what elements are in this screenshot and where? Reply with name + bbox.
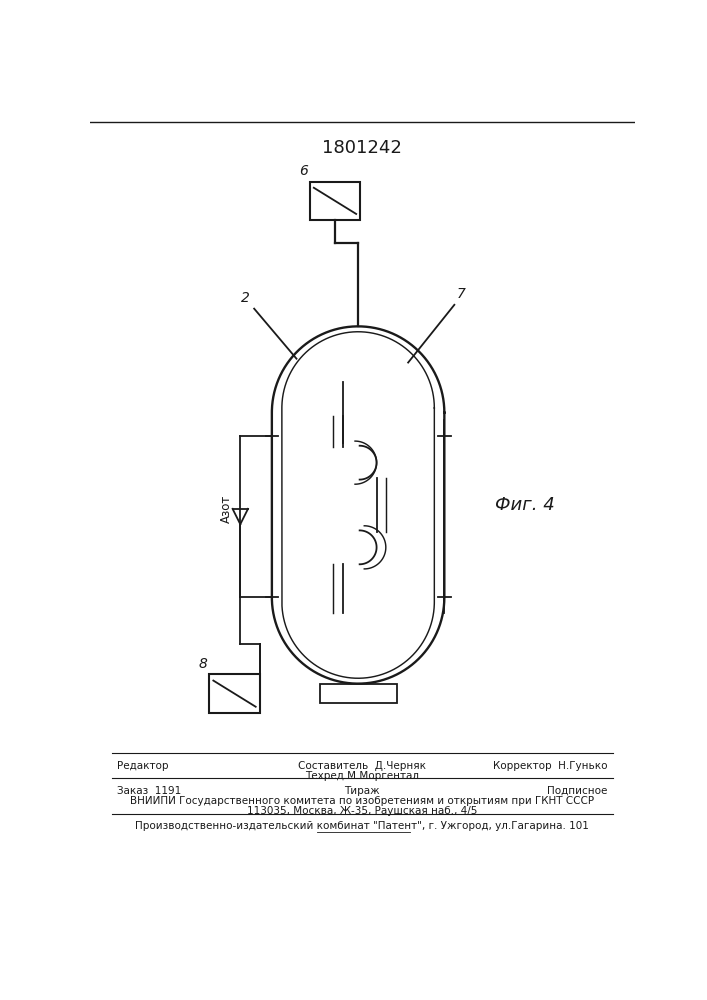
Bar — [209, 674, 259, 713]
Bar — [310, 182, 360, 220]
Text: ВНИИПИ Государственного комитета по изобретениям и открытиям при ГКНТ СССР: ВНИИПИ Государственного комитета по изоб… — [130, 796, 594, 806]
Text: 1801242: 1801242 — [322, 139, 402, 157]
Text: Подписное: Подписное — [547, 786, 607, 796]
Text: 6: 6 — [299, 164, 308, 178]
Text: 113035, Москва, Ж-35, Раушская наб., 4/5: 113035, Москва, Ж-35, Раушская наб., 4/5 — [247, 806, 477, 816]
Text: 8: 8 — [198, 657, 207, 671]
Text: Производственно-издательский комбинат "Патент", г. Ужгород, ул.Гагарина. 101: Производственно-издательский комбинат "П… — [135, 821, 589, 831]
Text: Азот: Азот — [220, 495, 233, 523]
Text: 2: 2 — [241, 291, 250, 305]
Text: Составитель  Д.Черняк: Составитель Д.Черняк — [298, 761, 426, 771]
Text: Техред М.Моргентал: Техред М.Моргентал — [305, 771, 419, 781]
Text: Тираж: Тираж — [344, 786, 380, 796]
Text: Заказ  1191: Заказ 1191 — [117, 786, 181, 796]
Text: 7: 7 — [457, 287, 465, 301]
Text: Фиг. 4: Фиг. 4 — [496, 496, 555, 514]
Text: Корректор  Н.Гунько: Корректор Н.Гунько — [493, 761, 607, 771]
Text: Редактор: Редактор — [117, 761, 168, 771]
Bar — [320, 684, 397, 703]
